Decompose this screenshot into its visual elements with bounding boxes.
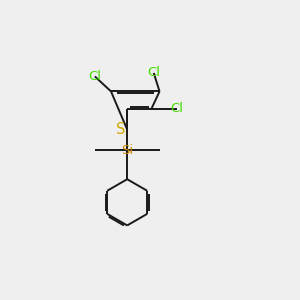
Text: Si: Si (121, 144, 133, 157)
Text: Cl: Cl (88, 70, 101, 83)
Text: Cl: Cl (147, 67, 160, 80)
Text: S: S (116, 122, 125, 137)
Text: Cl: Cl (170, 102, 183, 115)
